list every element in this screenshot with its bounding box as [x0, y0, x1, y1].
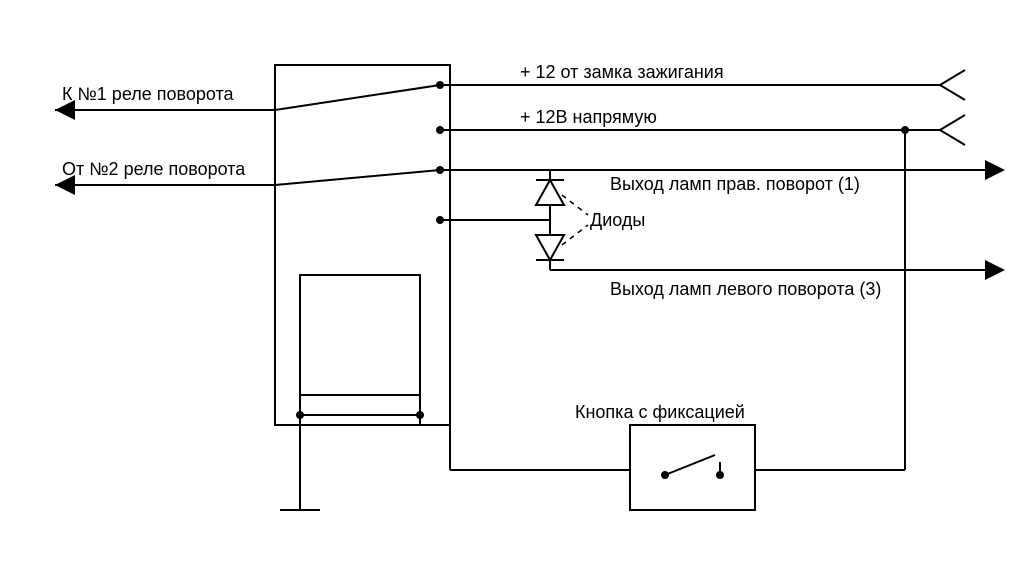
wiring-diagram: + 12 от замка зажигания + 12В напрямую К… — [0, 0, 1024, 562]
switch-lever — [665, 455, 715, 475]
label-ignition-12v: + 12 от замка зажигания — [520, 62, 724, 82]
node-diode-center — [436, 216, 444, 224]
node-switch-left — [661, 471, 669, 479]
input-arrow-ignition — [940, 70, 965, 100]
latched-button-box — [630, 425, 755, 510]
coil-box — [300, 275, 420, 395]
label-to-relay-1: К №1 реле поворота — [62, 84, 235, 104]
label-from-relay-2: От №2 реле поворота — [62, 159, 246, 179]
node-mid — [436, 166, 444, 174]
main-relay-box — [275, 65, 450, 425]
label-output-right: Выход ламп прав. поворот (1) — [610, 174, 860, 194]
label-diodes: Диоды — [590, 210, 645, 230]
diode-bottom-triangle — [536, 235, 564, 260]
label-output-left: Выход ламп левого поворота (3) — [610, 279, 881, 299]
node-inner-right — [416, 411, 424, 419]
switch-contact-2 — [275, 170, 440, 185]
switch-contact-1 — [275, 85, 440, 110]
arrow-right-output-1 — [985, 160, 1005, 180]
arrow-right-output-3 — [985, 260, 1005, 280]
input-arrow-direct — [940, 115, 965, 145]
label-button-latched: Кнопка с фиксацией — [575, 402, 745, 422]
node-upper-mid — [436, 126, 444, 134]
node-top-right — [436, 81, 444, 89]
diode-top-triangle — [536, 180, 564, 205]
diode-label-dash-2 — [562, 225, 588, 245]
label-direct-12v: + 12В напрямую — [520, 107, 657, 127]
node-bus-right — [901, 126, 909, 134]
diode-label-dash-1 — [562, 195, 588, 215]
node-inner-left — [296, 411, 304, 419]
node-switch-right — [716, 471, 724, 479]
